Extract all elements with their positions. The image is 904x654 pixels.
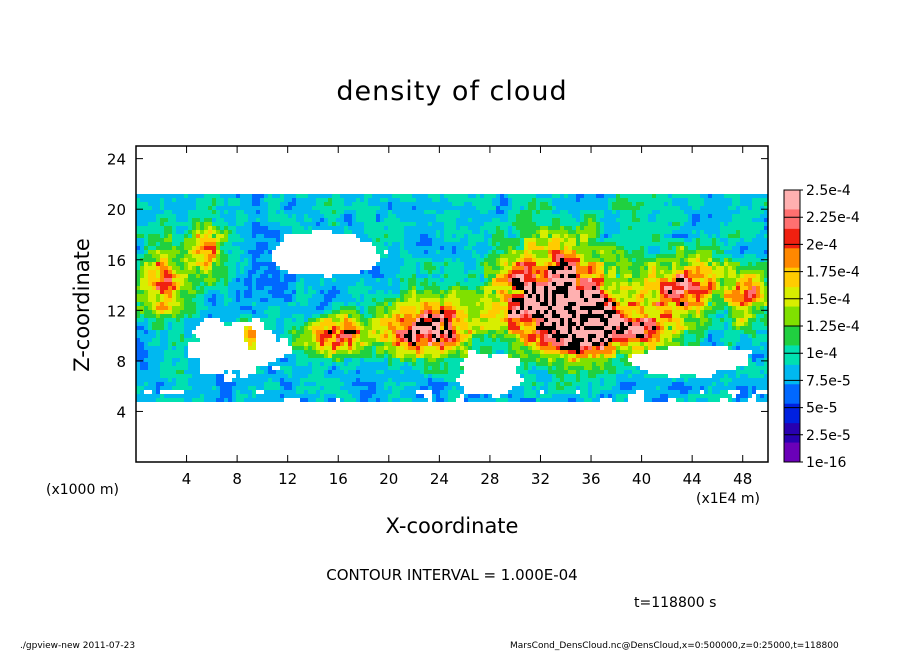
colorbar-label: 1.25e-4 bbox=[806, 319, 860, 335]
x-tick-label: 40 bbox=[632, 470, 651, 488]
colorbar-band bbox=[784, 423, 800, 444]
colorbar-label: 2e-4 bbox=[806, 237, 838, 253]
colorbar-label: 1e-4 bbox=[806, 346, 838, 362]
colorbar-label: 1e-16 bbox=[806, 455, 846, 471]
colorbar-band bbox=[784, 267, 800, 288]
x-tick-label: 36 bbox=[581, 470, 600, 488]
colorbar-band bbox=[784, 248, 800, 269]
x-axis-label: X-coordinate bbox=[385, 514, 519, 538]
x-tick-label: 48 bbox=[733, 470, 752, 488]
colorbar-band bbox=[784, 287, 800, 308]
colorbar-band bbox=[784, 209, 800, 230]
x-axis: 4 8 12 16 20 24 28 32 36 40 44 48 bbox=[182, 146, 752, 488]
time-label: t=118800 s bbox=[634, 595, 717, 611]
colorbar-band bbox=[784, 442, 800, 463]
colorbar-band bbox=[784, 306, 800, 327]
y-tick-label: 8 bbox=[116, 353, 126, 371]
colorbar-label: 1.5e-4 bbox=[806, 292, 851, 308]
x-tick-label: 12 bbox=[278, 470, 297, 488]
colorbar-label: 2.5e-5 bbox=[806, 428, 851, 444]
footer-right: MarsCond_DensCloud.nc@DensCloud,x=0:5000… bbox=[510, 641, 839, 651]
x-tick-label: 44 bbox=[683, 470, 702, 488]
x-tick-label: 16 bbox=[329, 470, 348, 488]
colorbar-band bbox=[784, 384, 800, 405]
x-tick-label: 28 bbox=[480, 470, 499, 488]
colorbar-label: 5e-5 bbox=[806, 401, 837, 417]
x-tick-label: 8 bbox=[232, 470, 242, 488]
y-axis: 4 8 12 16 20 24 bbox=[107, 151, 768, 421]
colorbar-label: 1.75e-4 bbox=[806, 265, 860, 281]
x-tick-label: 24 bbox=[430, 470, 449, 488]
colorbar-label: 2.25e-4 bbox=[806, 210, 860, 226]
y-tick-label: 4 bbox=[116, 403, 126, 421]
x-tick-label: 4 bbox=[182, 470, 192, 488]
x-unit-left: (x1000 m) bbox=[46, 482, 119, 498]
colorbar-label: 2.5e-4 bbox=[806, 183, 851, 199]
density-field bbox=[136, 194, 768, 402]
colorbar-band bbox=[784, 190, 800, 210]
colorbar-band bbox=[784, 326, 800, 346]
y-tick-label: 16 bbox=[107, 252, 126, 270]
chart-title: density of cloud bbox=[336, 76, 568, 107]
contour-interval: CONTOUR INTERVAL = 1.000E-04 bbox=[326, 566, 578, 584]
colorbar-band bbox=[784, 228, 800, 249]
plot-frame bbox=[135, 145, 769, 463]
colorbar-band bbox=[784, 403, 800, 424]
x-unit-right: (x1E4 m) bbox=[696, 491, 760, 507]
colorbar: 2.5e-4 2.25e-4 2e-4 1.75e-4 1.5e-4 1.25e-4 1e-… bbox=[783, 183, 860, 471]
x-tick-label: 20 bbox=[379, 470, 398, 488]
colorbar-band bbox=[784, 364, 800, 385]
y-axis-label: Z-coordinate bbox=[70, 238, 94, 372]
y-tick-label: 12 bbox=[107, 302, 126, 320]
footer-left: ./gpview-new 2011-07-23 bbox=[20, 641, 136, 651]
y-tick-label: 24 bbox=[107, 151, 126, 169]
colorbar-label: 7.5e-5 bbox=[806, 373, 851, 389]
colorbar-band bbox=[784, 345, 800, 366]
y-tick-label: 20 bbox=[107, 201, 126, 219]
x-tick-label: 32 bbox=[531, 470, 550, 488]
